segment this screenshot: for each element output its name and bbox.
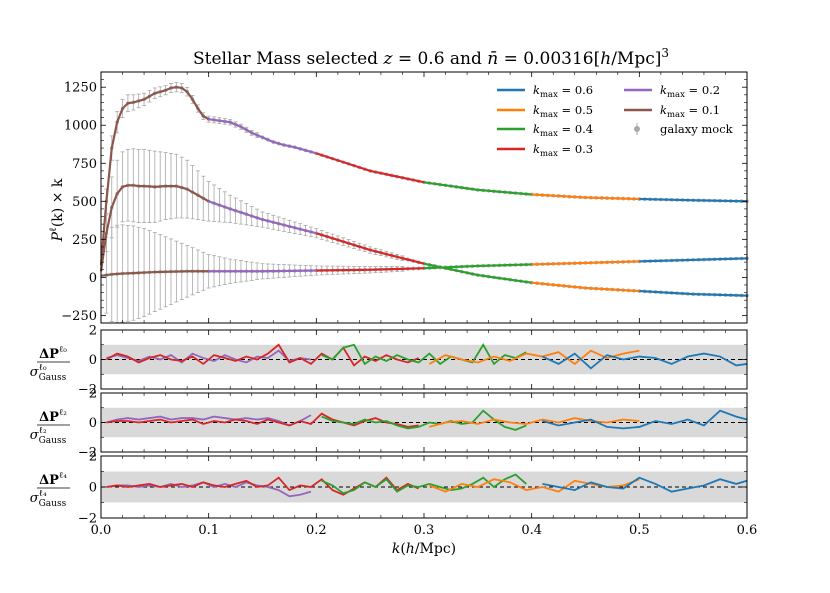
main-y-tick-label: 750 (72, 157, 97, 172)
residual-label-4: ΔPℓ₄ σℓ₄ Gauss (30, 471, 70, 509)
quadrupole-curve-kmax-0-6 (639, 289, 748, 297)
legend-marker-swatch (634, 126, 640, 132)
monopole-curve-kmax-0-6 (639, 197, 748, 203)
x-tick-label: 0.4 (521, 523, 542, 538)
legend-entry: kmax = 0.4 (497, 122, 593, 139)
residual-panel-ell2: −2 0 2 (78, 387, 748, 461)
residual-y-tick-label: −2 (78, 446, 97, 461)
residual-ell2-kmax-0-5 (429, 417, 640, 428)
main-y-tick-label: 0 (89, 271, 97, 286)
chart-title: Stellar Mass selected z = 0.6 and n̄ = 0… (193, 46, 669, 69)
svg-text:ΔPℓ₄: ΔPℓ₄ (39, 471, 67, 488)
residual-y-tick-label: −2 (78, 383, 97, 398)
residual-panel-ell4: −2 0 2 (78, 450, 748, 527)
main-y-tick-label: 500 (72, 195, 97, 210)
monopole-curve-kmax-0-4 (423, 181, 532, 196)
residual-y-tick-label: 0 (89, 416, 97, 431)
main-y-tick-label: 1250 (64, 81, 97, 96)
residual-ell4-kmax-0-4 (321, 473, 527, 495)
residual-y-tick-label: 2 (89, 387, 97, 402)
residual-ell2-kmax-0-4 (321, 409, 527, 431)
legend-label: kmax = 0.1 (660, 103, 720, 120)
legend-label: kmax = 0.2 (660, 83, 720, 100)
x-axis-tick-labels: 0.0 0.1 0.2 0.3 0.4 0.5 0.6 (91, 523, 758, 538)
residual-ell0-kmax-0-6 (542, 352, 748, 370)
x-tick-label: 0.1 (198, 523, 219, 538)
residual-label-0: ΔPℓ₀ σℓ₀ Gauss (30, 345, 70, 383)
x-tick-label: 0.0 (91, 523, 112, 538)
model-curves (99, 86, 748, 297)
x-tick-label: 0.6 (737, 523, 758, 538)
hexadecapole-curve-kmax-0-3 (316, 267, 425, 272)
hexadecapole-curve-kmax-0-5 (531, 260, 640, 266)
residual-y-tick-label: 2 (89, 324, 97, 339)
main-y-tick-label: 250 (72, 233, 97, 248)
legend-entry: kmax = 0.3 (497, 142, 593, 159)
residual-y-tick-label: −2 (78, 512, 97, 527)
x-tick-label: 0.2 (306, 523, 327, 538)
legend-entry: kmax = 0.6 (497, 83, 593, 100)
main-x-axis-ticks (100, 72, 748, 323)
main-y-axis-label: Pℓ(k) × k (48, 178, 66, 242)
legend-label: galaxy mock (660, 122, 734, 136)
legend: kmax = 0.6 kmax = 0.5 kmax = 0.4 kmax = 0.3… (497, 83, 734, 159)
hexadecapole-curve-kmax-0-6 (639, 257, 748, 263)
legend-label: kmax = 0.6 (533, 83, 593, 100)
x-axis-label: k(h/Mpc) (392, 541, 456, 557)
monopole-curve-kmax-0-2 (208, 118, 317, 155)
x-tick-label: 0.3 (414, 523, 435, 538)
monopole-curve-kmax-0-1 (99, 86, 210, 266)
main-y-tick-label: −250 (61, 309, 97, 324)
residual-ell0-kmax-0-3 (105, 343, 419, 367)
monopole-curve-kmax-0-3 (315, 152, 425, 184)
residual-y-tick-label: 2 (89, 450, 97, 465)
main-panel: −250 0 250 500 750 1000 1250 (61, 71, 749, 324)
residual-ell2-kmax-0-6 (542, 409, 748, 430)
hexadecapole-curve-kmax-0-4 (423, 263, 532, 270)
legend-label: kmax = 0.5 (533, 103, 593, 120)
residual-ell2-kmax-0-2 (106, 414, 312, 427)
residual-ell0-kmax-0-4 (321, 342, 527, 366)
residual-label-2: ΔPℓ₂ σℓ₂ Gauss (30, 408, 70, 446)
hexadecapole-curve-kmax-0-2 (208, 269, 317, 273)
quadrupole-curve-kmax-0-1 (99, 184, 210, 272)
quadrupole-curve-kmax-0-2 (208, 200, 317, 235)
legend-entry: kmax = 0.2 (624, 83, 720, 100)
mock-error-bars (104, 82, 749, 324)
main-y-axis-ticks: −250 0 250 500 750 1000 1250 (61, 79, 747, 324)
legend-entry: kmax = 0.5 (497, 103, 593, 120)
svg-text:ΔPℓ₂: ΔPℓ₂ (39, 408, 67, 425)
x-tick-label: 0.5 (629, 523, 650, 538)
main-y-tick-label: 1000 (64, 119, 97, 134)
monopole-curve-kmax-0-5 (531, 193, 640, 201)
residual-y-tick-label: 0 (89, 481, 97, 496)
svg-text:ΔPℓ₀: ΔPℓ₀ (39, 345, 67, 362)
residual-panel-ell0: −2 0 2 (78, 324, 748, 398)
legend-entry: galaxy mock (634, 122, 734, 136)
residual-y-tick-label: 0 (89, 353, 97, 368)
residual-ell4-kmax-0-6 (542, 476, 748, 493)
legend-entry: kmax = 0.1 (624, 103, 720, 120)
quadrupole-curve-kmax-0-3 (316, 232, 425, 265)
legend-label: kmax = 0.4 (533, 122, 593, 139)
hexadecapole-curve-kmax-0-1 (100, 270, 209, 277)
quadrupole-curve-kmax-0-5 (531, 281, 640, 293)
legend-label: kmax = 0.3 (533, 142, 593, 159)
